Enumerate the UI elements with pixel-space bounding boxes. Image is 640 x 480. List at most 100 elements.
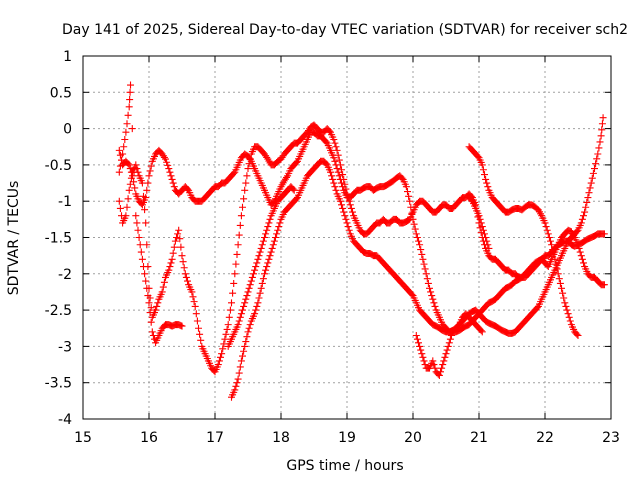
data-point: [418, 350, 426, 358]
data-point: [248, 273, 256, 281]
data-point: [255, 294, 263, 302]
data-point: [163, 158, 171, 166]
data-point: [259, 237, 267, 245]
data-point: [484, 241, 492, 249]
data-point: [267, 248, 275, 256]
data-point: [239, 306, 246, 314]
data-point: [232, 260, 240, 268]
data-point: [256, 248, 264, 256]
x-axis-label: GPS time / hours: [286, 458, 403, 474]
data-point: [596, 138, 604, 146]
data-point: [235, 317, 243, 325]
data-point: [262, 266, 270, 274]
data-point: [404, 188, 411, 196]
data-point: [127, 81, 135, 89]
x-tick-label: 22: [536, 430, 554, 446]
data-point: [262, 230, 270, 238]
data-point: [169, 179, 177, 187]
data-point: [329, 175, 337, 183]
data-point: [193, 317, 201, 325]
data-point: [243, 333, 251, 341]
data-point: [256, 289, 264, 297]
data-point: [121, 135, 129, 143]
data-point: [587, 179, 595, 187]
data-point: [322, 160, 330, 168]
data-point: [148, 328, 156, 336]
grid-layer: [83, 56, 611, 419]
data-point: [178, 322, 186, 330]
data-point: [406, 197, 414, 205]
data-point: [125, 103, 133, 111]
data-point: [257, 284, 265, 292]
data-point: [152, 306, 160, 314]
data-point: [444, 342, 452, 350]
data-point: [246, 321, 254, 329]
data-point: [221, 335, 229, 343]
data-point: [241, 299, 249, 307]
data-point: [217, 353, 224, 361]
data-point: [137, 248, 145, 256]
y-tick-label: 1: [63, 49, 72, 65]
data-point: [577, 219, 585, 227]
data-point: [417, 346, 425, 354]
data-point: [184, 185, 191, 193]
data-point: [135, 234, 143, 241]
data-point: [564, 310, 572, 318]
data-point: [116, 204, 124, 212]
data-point: [347, 204, 355, 212]
data-point: [478, 328, 486, 336]
series-track-h: [465, 194, 493, 252]
data-point: [333, 165, 341, 173]
data-point: [252, 306, 260, 314]
data-point: [588, 174, 596, 182]
data-point: [573, 330, 581, 338]
data-point: [122, 212, 130, 220]
data-point: [180, 264, 188, 272]
data-point: [251, 310, 259, 318]
data-point: [158, 288, 166, 296]
data-point: [264, 223, 272, 231]
data-point: [160, 153, 168, 161]
data-point: [322, 138, 330, 146]
data-point: [241, 186, 249, 194]
data-point: [133, 165, 141, 173]
data-point: [167, 259, 175, 267]
data-point: [443, 346, 451, 354]
data-point: [242, 295, 250, 303]
data-point: [561, 299, 569, 307]
data-point: [218, 350, 226, 358]
data-point: [261, 270, 268, 278]
data-point: [196, 330, 204, 338]
y-tick-label: -1: [58, 194, 72, 210]
data-point: [254, 299, 262, 307]
data-point: [195, 324, 202, 332]
data-point: [140, 263, 147, 271]
data-point: [224, 321, 232, 329]
data-point: [169, 249, 177, 257]
data-point: [563, 306, 571, 314]
data-point: [123, 203, 131, 211]
data-point: [258, 241, 266, 249]
data-point: [233, 379, 241, 387]
data-point: [422, 270, 430, 278]
data-point: [123, 120, 131, 128]
data-point: [574, 241, 582, 249]
data-point: [145, 172, 153, 180]
y-tick-label: -2: [58, 267, 72, 283]
data-point: [253, 302, 261, 310]
data-point: [159, 283, 167, 291]
data-point: [336, 197, 344, 205]
data-point: [214, 361, 222, 369]
x-tick-label: 21: [470, 430, 488, 446]
data-point: [578, 255, 586, 263]
x-tick-label: 17: [206, 430, 224, 446]
series-track-f: [412, 310, 486, 379]
data-point: [420, 260, 428, 268]
data-point: [124, 160, 132, 168]
data-point: [276, 219, 284, 227]
data-point: [338, 179, 345, 187]
data-point: [409, 215, 417, 223]
series-track-b: [115, 128, 608, 336]
data-point: [334, 168, 342, 176]
data-point: [413, 335, 421, 343]
